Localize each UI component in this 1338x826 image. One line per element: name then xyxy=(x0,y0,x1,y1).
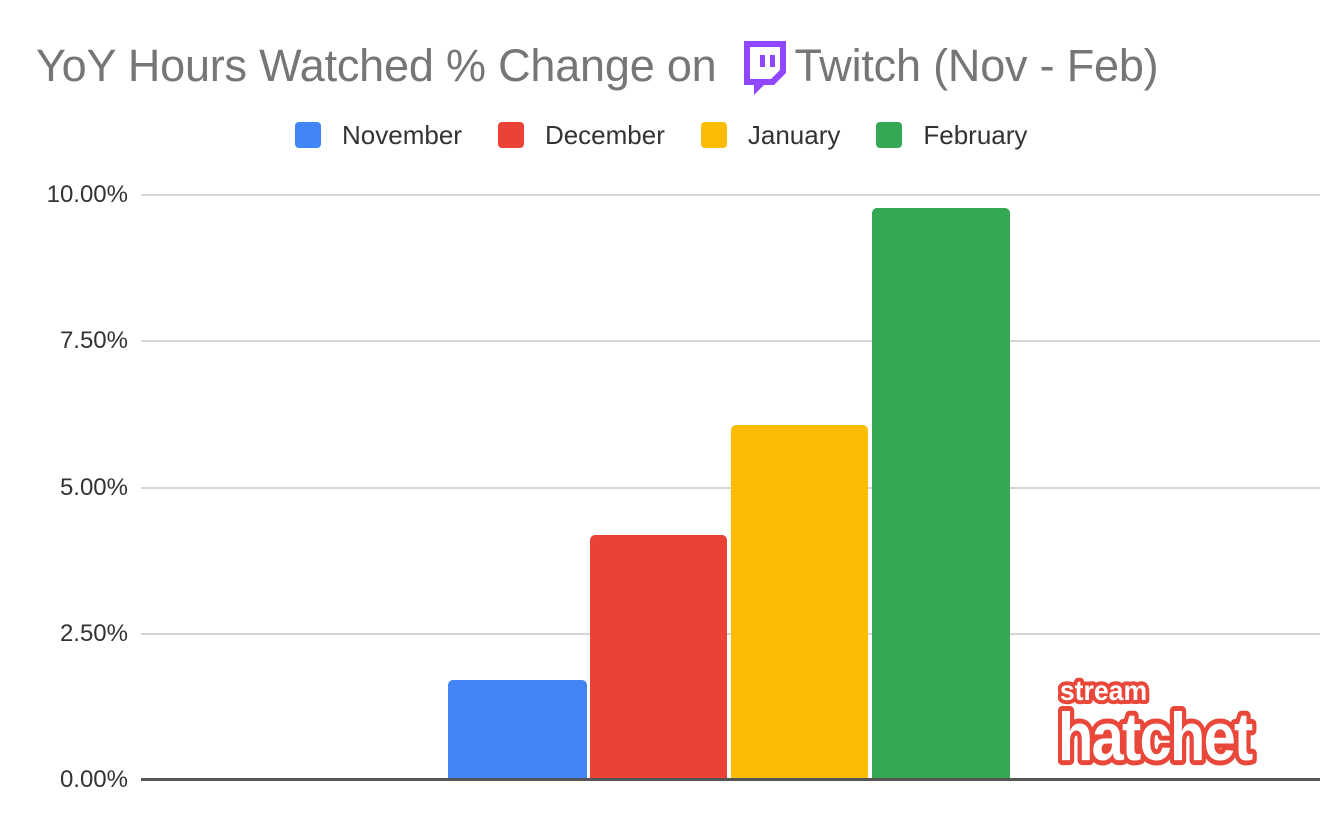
gridline xyxy=(141,487,1320,489)
legend-label: January xyxy=(747,119,841,150)
x-axis-baseline xyxy=(141,778,1320,781)
legend-swatch-december xyxy=(497,122,524,148)
y-tick-label: 0.00% xyxy=(59,766,128,793)
legend-swatch-january xyxy=(700,122,727,148)
logo-text-hatchet-fill: hatchet xyxy=(1058,700,1253,768)
chart-title-prefix: YoY Hours Watched % Change on xyxy=(36,40,717,91)
legend-label: December xyxy=(544,119,665,150)
y-tick-label: 5.00% xyxy=(59,474,128,501)
bar-november xyxy=(448,680,587,779)
gridline xyxy=(141,633,1320,635)
gridline xyxy=(141,194,1320,196)
chart-title-suffix: Twitch (Nov - Feb) xyxy=(794,40,1159,91)
bar-december xyxy=(590,535,727,779)
y-tick-label: 10.00% xyxy=(46,181,128,208)
chart-title: YoY Hours Watched % Change on Twitch (No… xyxy=(36,36,1159,97)
y-tick-label: 2.50% xyxy=(59,620,128,647)
legend-item-november: November xyxy=(295,120,462,151)
gridline xyxy=(141,340,1320,342)
chart-legend: November December January February xyxy=(295,120,1063,150)
legend-item-february: February xyxy=(876,120,1027,151)
legend-item-december: December xyxy=(497,119,665,151)
twitch-logo-icon xyxy=(738,39,788,97)
legend-label: February xyxy=(923,119,1028,150)
bar-february xyxy=(872,208,1010,779)
legend-swatch-february xyxy=(876,122,903,148)
bar-january xyxy=(731,425,868,779)
logo-text-hatchet: hatchet xyxy=(1058,700,1253,768)
legend-item-january: January xyxy=(700,119,841,151)
logo-text-stream-fill: stream xyxy=(1060,676,1147,706)
legend-swatch-november xyxy=(295,122,321,148)
stream-hatchet-logo: stream stream hatchet hatchet xyxy=(1053,670,1320,779)
legend-label: November xyxy=(342,119,462,150)
logo-text-stream: stream xyxy=(1060,676,1147,706)
y-tick-label: 7.50% xyxy=(59,327,128,354)
